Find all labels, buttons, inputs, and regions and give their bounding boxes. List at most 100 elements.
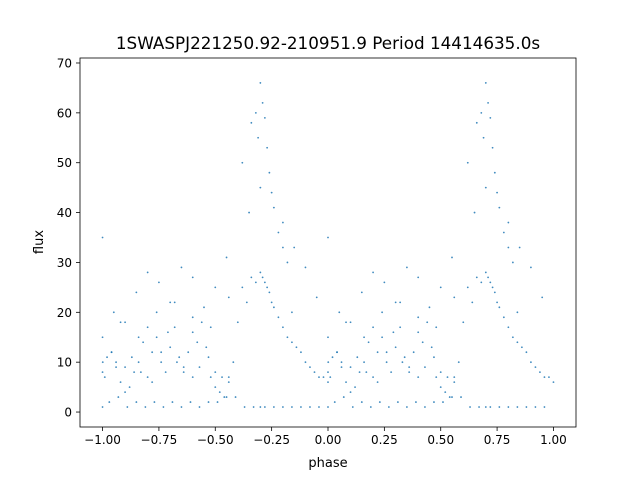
scatter-point bbox=[101, 371, 104, 374]
x-tick-label: −0.75 bbox=[141, 433, 178, 447]
scatter-point bbox=[205, 346, 208, 349]
y-tick-label: 50 bbox=[57, 156, 72, 170]
scatter-point bbox=[507, 406, 510, 408]
scatter-point bbox=[363, 361, 365, 364]
y-tick-label: 20 bbox=[57, 306, 72, 320]
scatter-point bbox=[462, 321, 465, 324]
scatter-point bbox=[291, 406, 293, 408]
scatter-point bbox=[372, 376, 374, 379]
scatter-point bbox=[516, 341, 519, 344]
scatter-point bbox=[155, 311, 158, 314]
scatter-point bbox=[439, 386, 442, 389]
scatter-point bbox=[507, 221, 510, 224]
scatter-point bbox=[482, 136, 485, 139]
scatter-point bbox=[158, 281, 160, 284]
scatter-point bbox=[101, 236, 104, 239]
scatter-point bbox=[160, 361, 163, 364]
scatter-point bbox=[412, 351, 415, 354]
scatter-point bbox=[489, 116, 492, 119]
scatter-point bbox=[261, 101, 264, 104]
scatter-point bbox=[146, 326, 149, 329]
scatter-point bbox=[241, 286, 244, 289]
scatter-point bbox=[282, 221, 284, 224]
scatter-point bbox=[424, 406, 426, 408]
scatter-point bbox=[291, 341, 293, 344]
scatter-point bbox=[342, 396, 345, 398]
scatter-point bbox=[491, 146, 494, 149]
scatter-point bbox=[345, 381, 347, 384]
scatter-point bbox=[433, 401, 435, 403]
scatter-point bbox=[466, 286, 469, 289]
scatter-point bbox=[469, 406, 471, 408]
scatter-point bbox=[511, 261, 514, 264]
scatter-point bbox=[480, 111, 483, 114]
scatter-point bbox=[128, 386, 131, 389]
scatter-point bbox=[333, 401, 336, 403]
scatter-point bbox=[383, 281, 386, 284]
scatter-point bbox=[115, 361, 117, 364]
scatter-point bbox=[218, 391, 221, 393]
scatter-point bbox=[263, 116, 266, 119]
scatter-point bbox=[511, 336, 514, 339]
scatter-point bbox=[227, 296, 230, 299]
scatter-point bbox=[115, 366, 117, 369]
scatter-point bbox=[381, 311, 384, 314]
scatter-point bbox=[493, 291, 496, 294]
scatter-point bbox=[169, 301, 172, 304]
scatter-point bbox=[266, 146, 269, 149]
scatter-point bbox=[144, 406, 147, 408]
scatter-point bbox=[268, 291, 271, 294]
scatter-point bbox=[272, 306, 275, 309]
scatter-point bbox=[446, 376, 449, 379]
scatter-point bbox=[171, 401, 174, 403]
scatter-point bbox=[349, 321, 352, 324]
scatter-point bbox=[282, 326, 284, 329]
scatter-point bbox=[424, 366, 426, 369]
scatter-point bbox=[270, 301, 273, 304]
scatter-point bbox=[252, 406, 255, 408]
scatter-point bbox=[487, 101, 489, 104]
x-tick-label: 0.00 bbox=[315, 433, 342, 447]
scatter-point bbox=[392, 331, 395, 334]
x-tick-label: −0.50 bbox=[197, 433, 234, 447]
scatter-point bbox=[106, 356, 108, 359]
scatter-point bbox=[112, 311, 115, 314]
scatter-point bbox=[318, 406, 320, 408]
scatter-point bbox=[498, 306, 501, 309]
x-tick-label: −0.25 bbox=[253, 433, 290, 447]
scatter-point bbox=[209, 326, 212, 329]
scatter-point bbox=[363, 336, 365, 339]
scatter-point bbox=[245, 301, 248, 304]
scatter-point bbox=[103, 376, 106, 379]
x-tick-label: 1.00 bbox=[540, 433, 567, 447]
scatter-point bbox=[401, 361, 404, 364]
y-axis: 0 10 20 30 40 50 60 70 bbox=[57, 56, 80, 420]
scatter-point bbox=[151, 381, 154, 384]
scatter-point bbox=[484, 271, 487, 274]
scatter-point bbox=[270, 191, 273, 194]
scatter-point bbox=[101, 361, 104, 364]
scatter-point bbox=[381, 336, 384, 339]
scatter-point bbox=[327, 406, 329, 408]
scatter-point bbox=[191, 376, 194, 379]
scatter-point bbox=[448, 396, 451, 398]
scatter-point bbox=[496, 301, 498, 304]
scatter-point bbox=[478, 406, 480, 408]
scatter-point bbox=[209, 376, 212, 379]
scatter-point bbox=[259, 406, 262, 408]
scatter-point bbox=[196, 341, 199, 344]
scatter-point bbox=[539, 371, 541, 374]
scatter-point bbox=[520, 346, 523, 349]
chart-title: 1SWASPJ221250.92-210951.9 Period 1441463… bbox=[116, 33, 540, 53]
scatter-point bbox=[139, 371, 142, 374]
scatter-point bbox=[272, 206, 275, 209]
scatter-point bbox=[266, 286, 269, 289]
scatter-point bbox=[525, 406, 528, 408]
scatter-point bbox=[349, 366, 352, 369]
scatter-point bbox=[417, 316, 420, 319]
scatter-point bbox=[367, 341, 370, 344]
scatter-point bbox=[164, 371, 167, 374]
scatter-point bbox=[173, 301, 176, 304]
scatter-point bbox=[406, 406, 408, 408]
scatter-point bbox=[460, 396, 462, 398]
